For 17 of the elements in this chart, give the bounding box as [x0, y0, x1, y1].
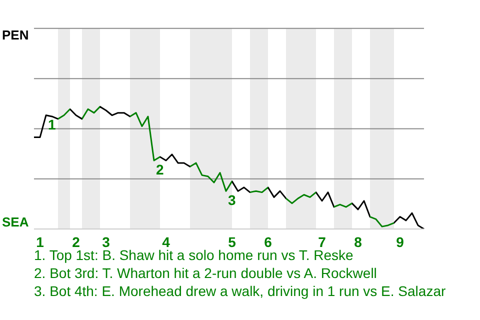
x-tick-label: 6 — [264, 234, 272, 250]
text: SEA — [2, 214, 30, 230]
text: PEN — [2, 28, 29, 42]
x-tick-label: 7 — [318, 234, 326, 250]
x-tick-label: 9 — [396, 234, 404, 250]
text: 3. Bot 4th: E. Morehead drew a walk, driving in 1 run vs E. Salazar — [34, 282, 446, 300]
x-tick-label: 3 — [102, 234, 110, 250]
annotation: 3 — [228, 192, 236, 208]
x-tick-label: 2 — [72, 234, 80, 250]
text: 2. Bot 3rd: T. Wharton hit a 2-run double vs A. Rockwell — [34, 264, 378, 282]
annotation: 1 — [48, 116, 56, 132]
x-tick-label: 4 — [162, 234, 170, 250]
x-tick-label: 5 — [228, 234, 236, 250]
text: 1. Top 1st: B. Shaw hit a solo home run vs T. Reske — [34, 247, 354, 263]
annotation: 2 — [156, 162, 164, 178]
x-tick-label: 1 — [36, 234, 44, 250]
x-tick-label: 8 — [354, 234, 362, 250]
